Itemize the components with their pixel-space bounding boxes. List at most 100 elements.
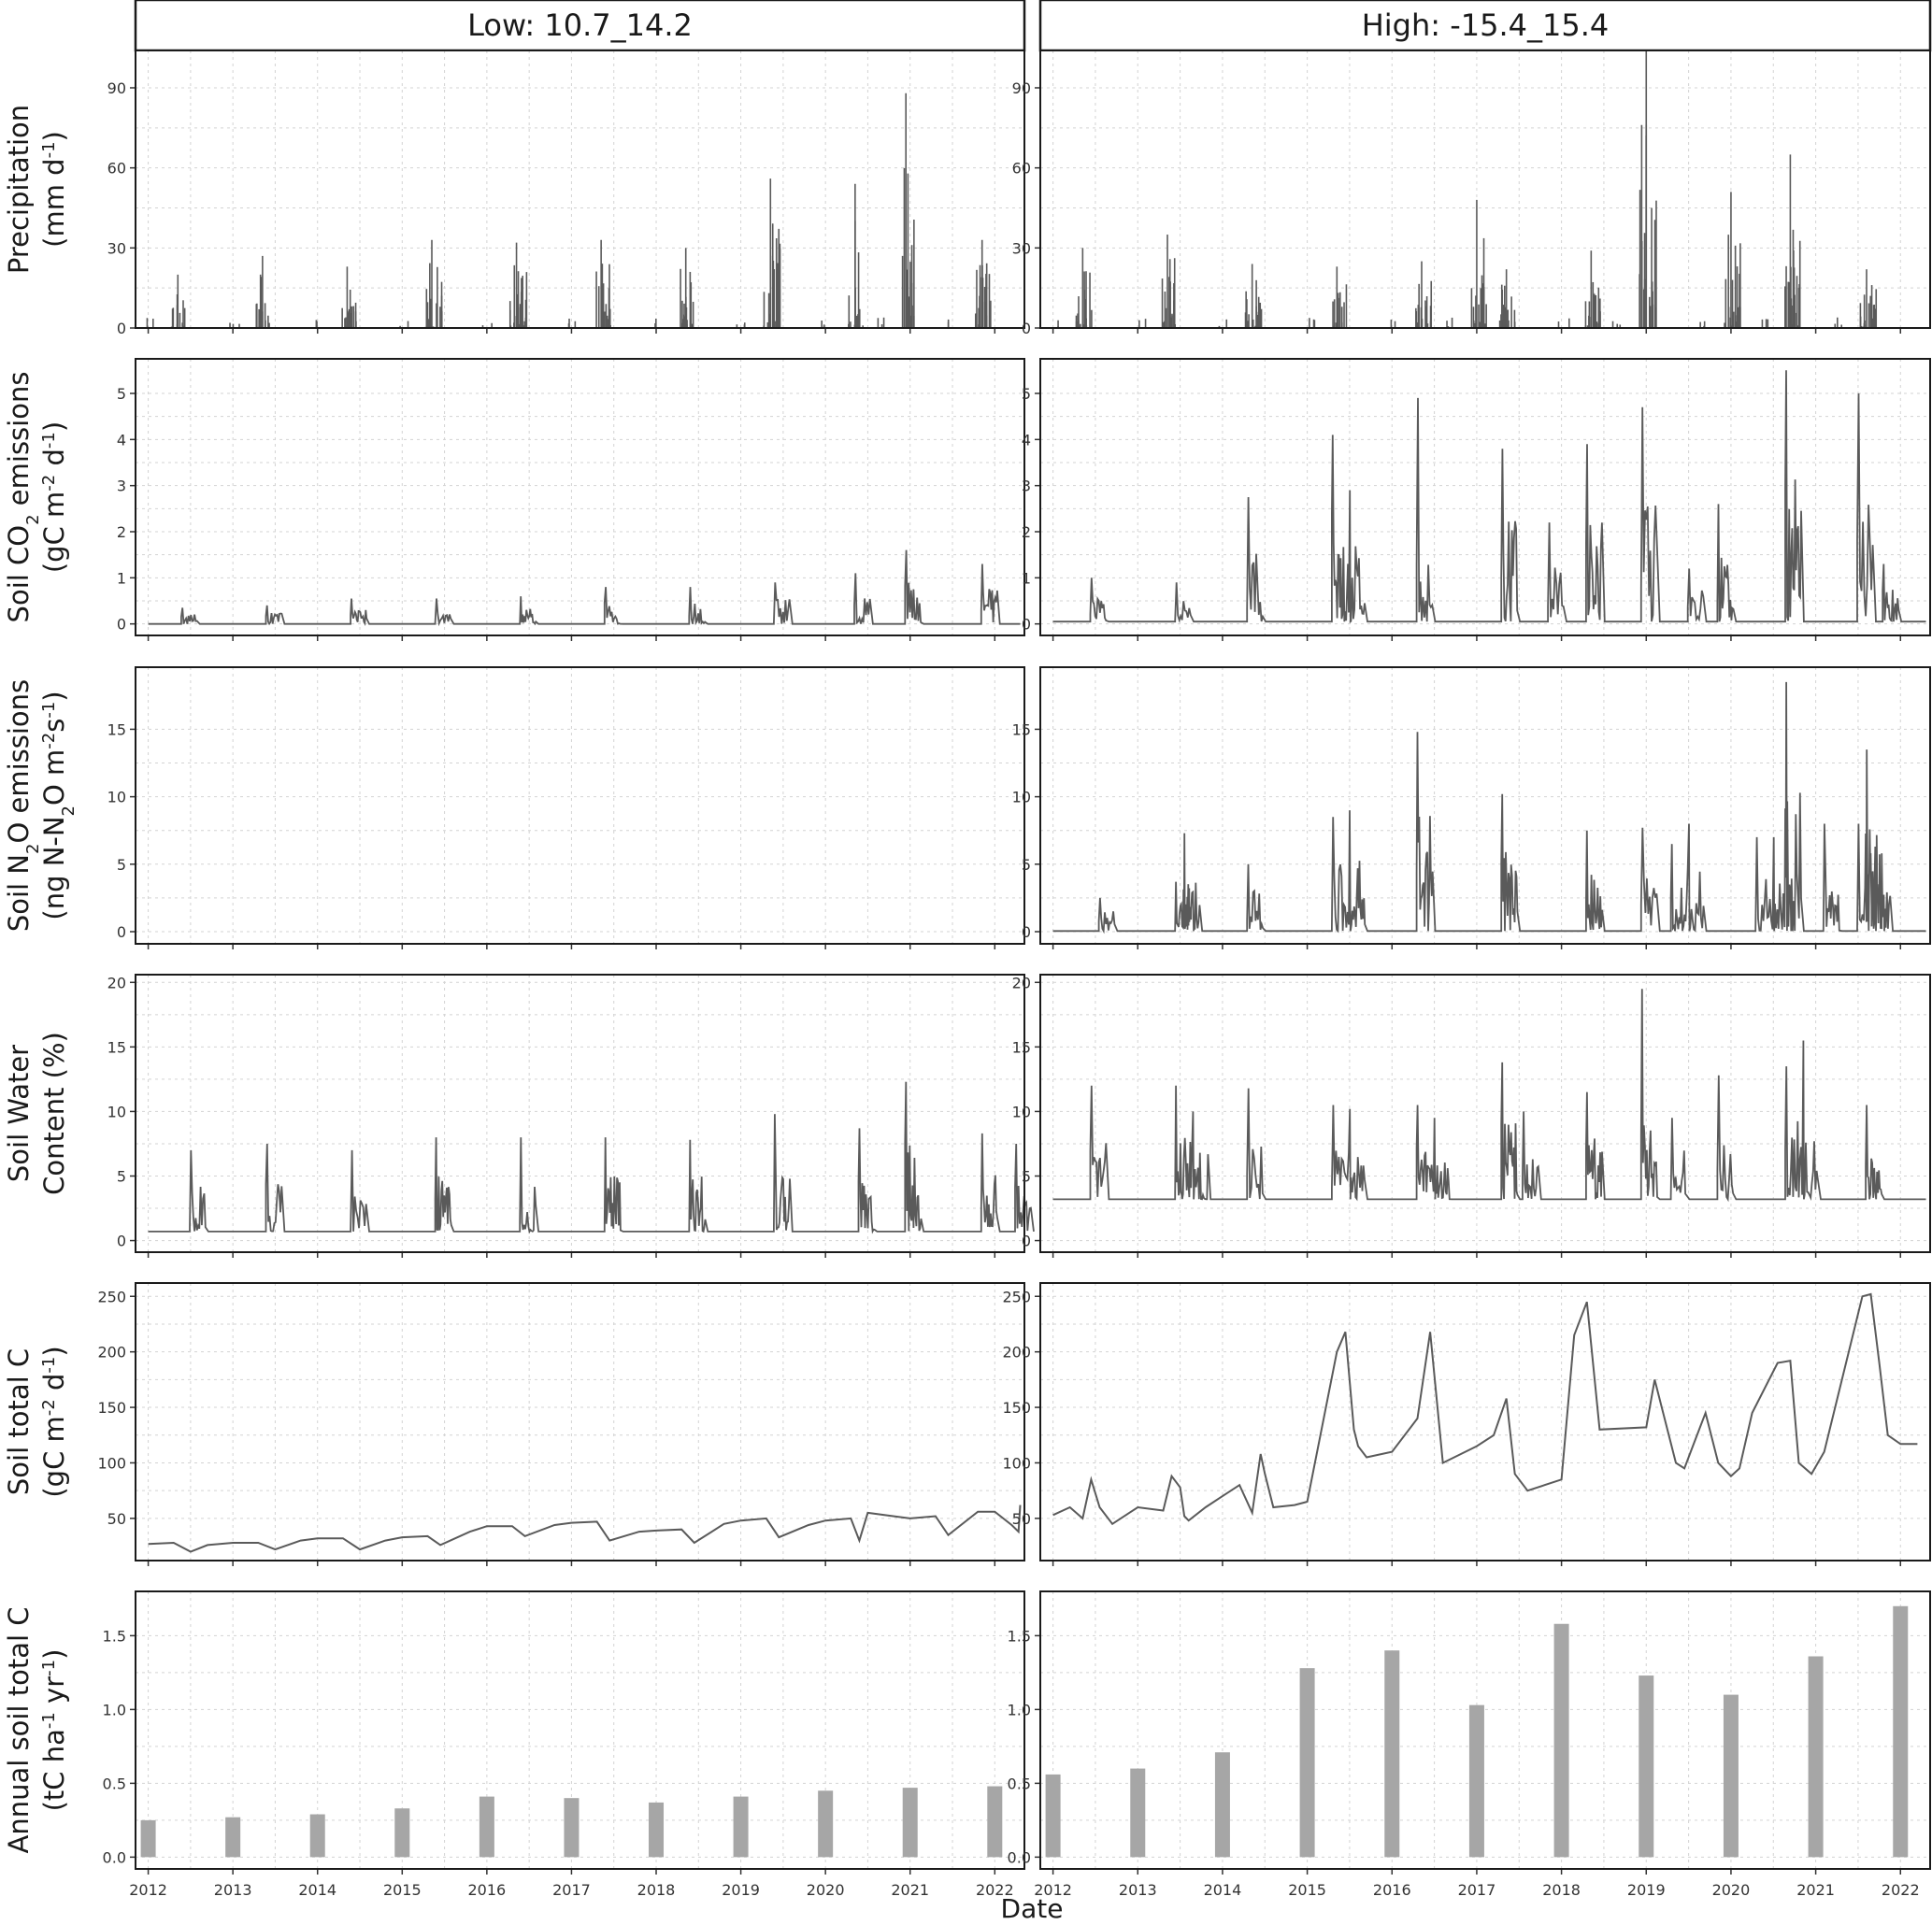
y-tick-label: 10	[107, 789, 126, 806]
gridlines	[136, 975, 1024, 1252]
y-tick-label: 10	[107, 1103, 126, 1120]
annual-bar	[902, 1788, 918, 1858]
x-tick-label: 2014	[298, 1881, 336, 1899]
y-tick-label: 15	[107, 1038, 126, 1056]
facet-strips: Low: 10.7_14.2 High: -15.4_15.4	[134, 0, 1932, 52]
x-tick-label: 2013	[214, 1881, 252, 1899]
y-tick-label: 90	[1012, 79, 1031, 97]
annual-bar	[818, 1790, 834, 1858]
annual-bar	[564, 1798, 580, 1858]
x-tick-label: 2020	[807, 1881, 845, 1899]
panel-background	[1040, 50, 1930, 328]
panel-soil_total_c-low: 50 100 150 200 250	[97, 1282, 1025, 1566]
panel-precipitation-high: 0 30 60 90	[1012, 50, 1931, 337]
annual-bar	[1553, 1623, 1569, 1858]
y-tick-label: 1.5	[1008, 1627, 1031, 1645]
y-tick-label: 15	[107, 720, 126, 738]
annual-bar	[1384, 1650, 1400, 1858]
x-tick-label: 2012	[129, 1881, 167, 1899]
series-line	[148, 1504, 1022, 1553]
series-line	[1052, 1292, 1918, 1526]
y-tick-label: 0	[117, 1233, 126, 1250]
panel-frame	[1039, 358, 1931, 636]
x-tick-label: 2015	[1288, 1881, 1326, 1899]
annual-bar	[1723, 1694, 1739, 1858]
panel-soil_co2-high: 0 1 2 3 4 5	[1022, 358, 1931, 641]
x-axis-title: Date	[1001, 1893, 1064, 1924]
y-tick-label: 90	[107, 79, 126, 97]
y-tick-label: 15	[1012, 1038, 1031, 1056]
annual-bar	[1299, 1668, 1315, 1858]
facet-label-high: High: -15.4_15.4	[1362, 7, 1610, 43]
y-tick-label: 100	[1002, 1454, 1031, 1472]
panel-soil_n2o-low: 0 5 10 15	[107, 666, 1025, 949]
y-tick-label: 30	[1012, 239, 1031, 257]
panel-frame	[1039, 1282, 1931, 1561]
annual-bar	[1214, 1752, 1230, 1858]
series-line	[148, 549, 1021, 627]
panel-soil_n2o-high: 0 5 10 15	[1012, 666, 1931, 949]
y-tick-label: 1.0	[1008, 1701, 1031, 1718]
y-tick-label: 0	[117, 320, 126, 337]
x-tick-label: 2017	[1458, 1881, 1496, 1899]
y-tick-label: 1.0	[103, 1701, 126, 1718]
y-tick-label: 150	[1002, 1399, 1031, 1417]
y-tick-label: 2	[1022, 523, 1031, 541]
y-axis-title-soil_total_c: Soil total C (gC m-2 d-1)	[3, 1346, 70, 1497]
y-tick-label: 50	[107, 1510, 126, 1528]
annual-bar	[1893, 1605, 1909, 1858]
panel-precipitation-low: 0 30 60 90	[107, 50, 1025, 337]
panel-background	[136, 50, 1024, 328]
y-tick-label: 150	[97, 1399, 126, 1417]
panel-frame	[1039, 50, 1931, 329]
facet-label-low: Low: 10.7_14.2	[467, 7, 693, 43]
x-tick-label: 2020	[1712, 1881, 1751, 1899]
y-tick-label: 50	[1012, 1510, 1031, 1528]
y-tick-label: 250	[1002, 1288, 1031, 1305]
y-tick-label: 0	[117, 923, 126, 941]
series-line	[1052, 989, 1926, 1203]
x-tick-label: 2012	[1034, 1881, 1072, 1899]
y-tick-label: 0	[1022, 923, 1031, 941]
y-tick-label: 30	[107, 239, 126, 257]
annual-bar	[1045, 1774, 1061, 1858]
y-tick-label: 0	[1022, 320, 1031, 337]
y-tick-label: 200	[97, 1344, 126, 1362]
y-tick-label: 0.0	[1008, 1848, 1031, 1866]
y-axis-title-precipitation: Precipitation (mm d-1)	[3, 105, 70, 274]
y-tick-label: 4	[1022, 431, 1031, 449]
y-tick-label: 5	[1022, 1167, 1031, 1185]
panel-frame	[135, 974, 1025, 1253]
y-tick-label: 20	[1012, 974, 1031, 991]
annual-bar	[394, 1808, 410, 1858]
y-tick-label: 0	[1022, 616, 1031, 634]
y-tick-label: 3	[117, 478, 126, 495]
panel-frame	[135, 666, 1025, 945]
facet-strip-low: Low: 10.7_14.2	[134, 0, 1026, 52]
y-tick-label: 0.5	[103, 1775, 126, 1792]
y-tick-label: 20	[107, 974, 126, 991]
panel-background	[136, 1283, 1024, 1561]
x-tick-label: 2016	[468, 1881, 507, 1899]
annual-bar	[479, 1796, 494, 1858]
panel-annual_soil_total_c-low: 0.0 0.5 1.0 1.5 2012 2013 2014 2015 2016 2017 2018…	[103, 1590, 1025, 1899]
y-tick-label: 5	[1022, 385, 1031, 403]
x-tick-label: 2018	[1542, 1881, 1581, 1899]
panel-frame	[1039, 974, 1931, 1253]
panel-annual_soil_total_c-high: 0.0 0.5 1.0 1.5 2012 2013 2014 2015 2016 2017 2018…	[1008, 1590, 1931, 1899]
y-tick-label: 0.0	[103, 1848, 126, 1866]
panel-frame	[135, 358, 1025, 636]
gridlines	[136, 359, 1024, 635]
gridlines	[136, 50, 1024, 329]
series-line	[1052, 370, 1926, 624]
x-tick-label: 2014	[1204, 1881, 1242, 1899]
y-axis-title-soil_n2o: Soil N2O emissions(ng N-N2O m-2s-1)	[3, 679, 79, 932]
panel-soil_water-high: 0 5 10 15 20	[1012, 974, 1931, 1258]
annual-bar	[1130, 1768, 1146, 1858]
y-tick-label: 15	[1012, 720, 1031, 738]
series-line	[148, 1081, 1035, 1234]
gridlines	[136, 1591, 1024, 1869]
series-line	[1052, 681, 1926, 934]
annual-bar	[309, 1814, 325, 1858]
